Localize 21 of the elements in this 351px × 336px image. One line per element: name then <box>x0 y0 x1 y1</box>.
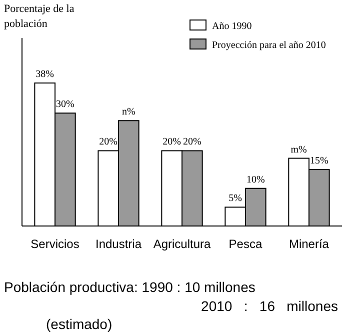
text: 2010 : 16 millones <box>201 298 338 314</box>
data-label: 20% <box>162 136 182 148</box>
x-tick-label: Pesca <box>228 237 262 251</box>
x-tick-label: Industria <box>95 237 142 251</box>
legend-label: Año 1990 <box>212 21 252 32</box>
data-label: 20% <box>182 136 202 148</box>
data-label: 15% <box>310 156 328 167</box>
y-axis-title: Porcentaje de la población <box>4 3 74 30</box>
data-label: n% <box>122 106 136 118</box>
text: Población productiva: 1990 : 10 millones <box>4 279 256 295</box>
x-tick-label: Minería <box>288 237 330 251</box>
data-label: 38% <box>36 69 54 80</box>
x-tick-label: Servicios <box>30 237 80 251</box>
x-tick-label: Agricultura <box>153 237 212 251</box>
data-label: 5% <box>228 193 242 204</box>
data-label: 30% <box>56 99 74 110</box>
data-label: 20% <box>99 136 118 148</box>
text: (estimado) <box>46 316 112 332</box>
legend-label: Proyección para el año 2010 <box>212 40 326 51</box>
data-label: m% <box>290 144 307 156</box>
data-label: 10% <box>246 174 265 186</box>
